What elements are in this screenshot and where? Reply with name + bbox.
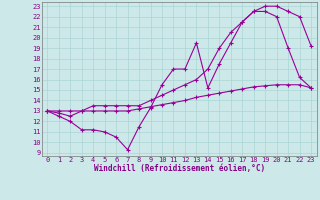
X-axis label: Windchill (Refroidissement éolien,°C): Windchill (Refroidissement éolien,°C) (94, 164, 265, 173)
